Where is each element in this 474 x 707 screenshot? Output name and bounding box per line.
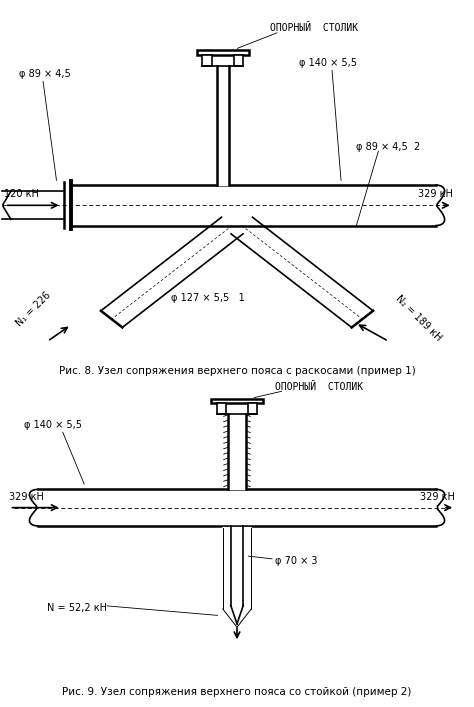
Bar [217,403,226,414]
Bar [234,54,243,66]
Bar [211,399,263,403]
Text: 120 кН: 120 кН [4,189,39,199]
Polygon shape [101,217,243,327]
Polygon shape [231,217,373,327]
Bar [202,54,212,66]
Text: φ 89 × 4,5: φ 89 × 4,5 [19,69,71,78]
Text: 329 кН: 329 кН [418,189,453,199]
Polygon shape [223,527,251,627]
Text: N₁ = 226: N₁ = 226 [14,291,53,329]
Text: ОПОРНЫЙ  СТОЛИК: ОПОРНЫЙ СТОЛИК [270,23,358,33]
Text: 329 кН: 329 кН [9,492,45,502]
Text: N₂ = 189 кН: N₂ = 189 кН [393,293,443,344]
Bar [248,403,257,414]
Text: ОПОРНЫЙ  СТОЛИК: ОПОРНЫЙ СТОЛИК [275,382,363,392]
Text: φ 127 × 5,5   1: φ 127 × 5,5 1 [171,293,245,303]
Text: 329 кН: 329 кН [420,492,455,502]
Text: Рис. 8. Узел сопряжения верхнего пояса с раскосами (пример 1): Рис. 8. Узел сопряжения верхнего пояса с… [59,366,415,376]
Text: Рис. 9. Узел сопряжения верхнего пояса со стойкой (пример 2): Рис. 9. Узел сопряжения верхнего пояса с… [62,687,412,697]
Text: φ 89 × 4,5  2: φ 89 × 4,5 2 [356,142,420,152]
Text: φ 140 × 5,5: φ 140 × 5,5 [24,420,82,430]
Text: N = 52,2 кН: N = 52,2 кН [47,602,108,613]
Text: φ 140 × 5,5: φ 140 × 5,5 [299,57,356,68]
Bar [197,50,249,54]
Text: φ 70 × 3: φ 70 × 3 [275,556,318,566]
